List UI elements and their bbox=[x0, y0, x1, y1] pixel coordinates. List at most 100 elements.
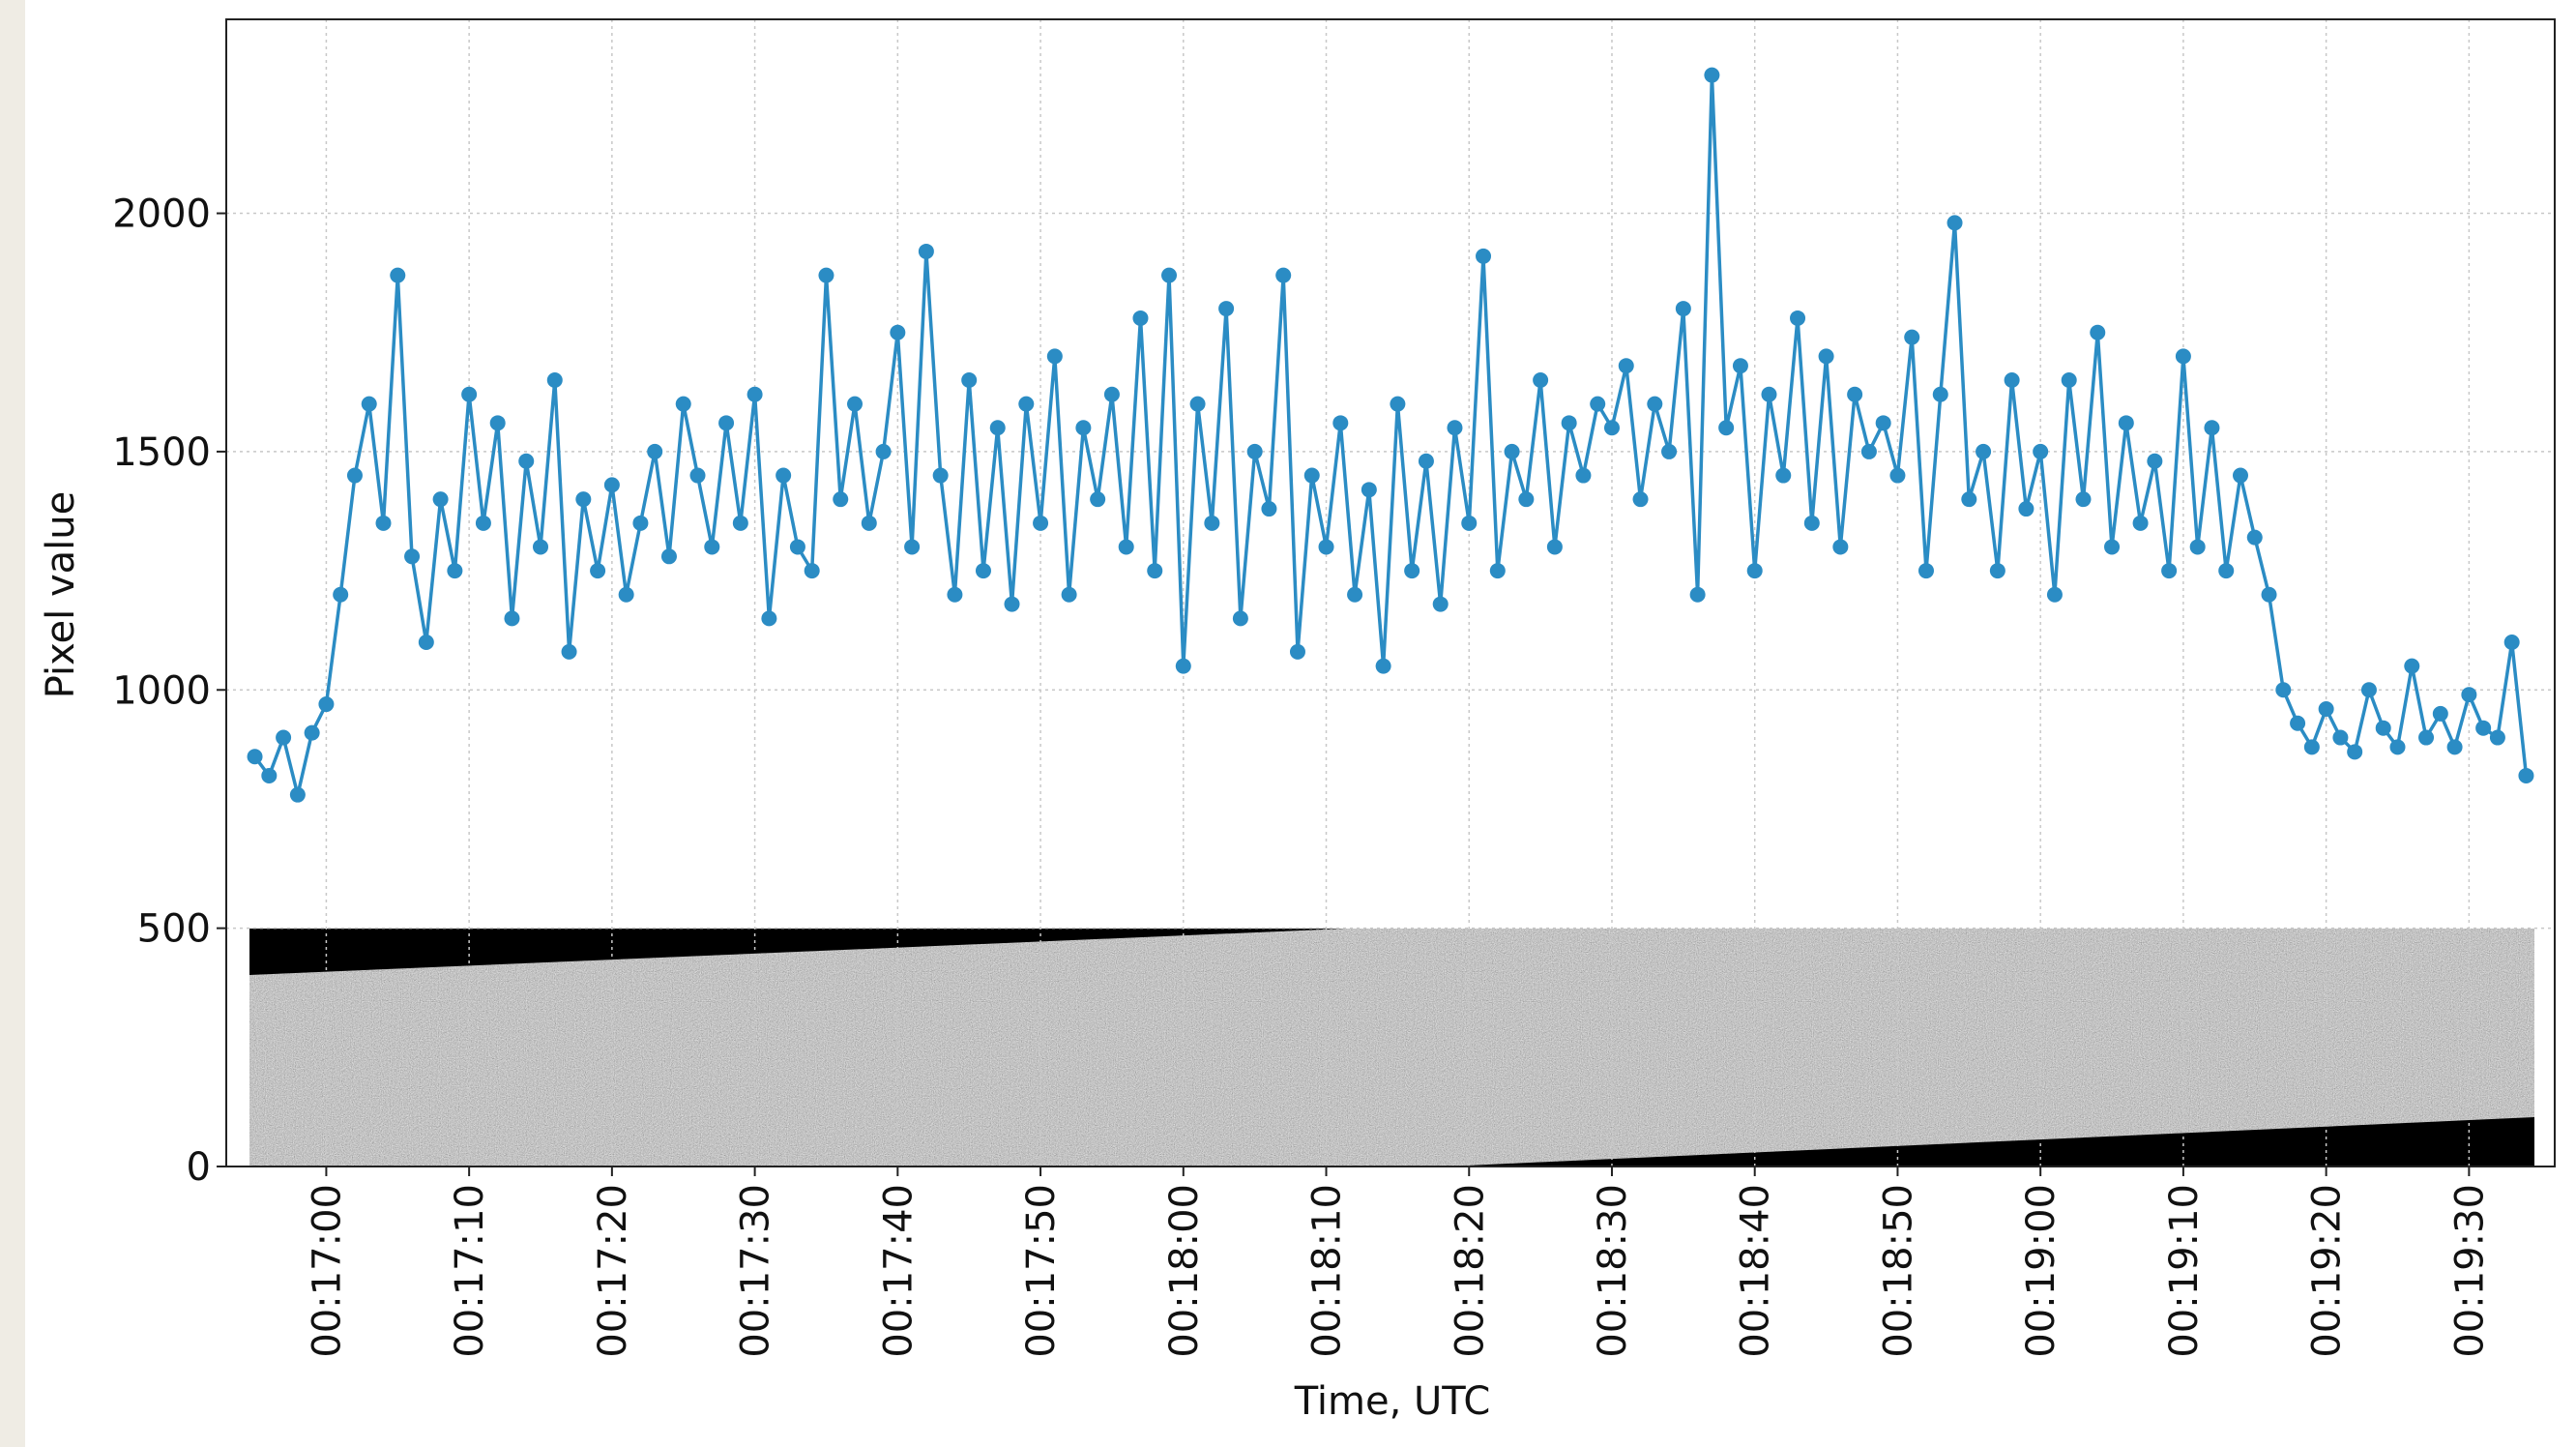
plot-frame bbox=[225, 18, 2556, 1167]
data-point bbox=[847, 396, 864, 412]
figure-background bbox=[25, 0, 2576, 1447]
data-point bbox=[2461, 687, 2477, 703]
x-tick-label: 00:18:10 bbox=[1305, 1184, 1350, 1358]
data-point bbox=[1546, 539, 1563, 555]
data-point bbox=[1790, 310, 1806, 326]
x-tick-label: 00:18:30 bbox=[1591, 1184, 1635, 1358]
data-point bbox=[318, 696, 335, 713]
image-mask bbox=[249, 929, 1347, 975]
data-point bbox=[603, 477, 620, 493]
data-point bbox=[2489, 729, 2505, 746]
data-point bbox=[1818, 348, 1834, 365]
data-point bbox=[1689, 586, 1706, 603]
data-point bbox=[489, 415, 506, 431]
data-point bbox=[2303, 739, 2320, 755]
data-point bbox=[2360, 682, 2377, 698]
data-point bbox=[1204, 515, 1220, 531]
data-point bbox=[1432, 596, 1449, 612]
data-point bbox=[533, 539, 549, 555]
data-point bbox=[2389, 739, 2406, 755]
data-point bbox=[2418, 729, 2435, 746]
data-point bbox=[961, 371, 978, 388]
data-point bbox=[1718, 420, 1735, 436]
data-point bbox=[1061, 586, 1077, 603]
data-point bbox=[2004, 371, 2020, 388]
data-point bbox=[1261, 501, 1277, 517]
data-point bbox=[518, 453, 535, 469]
data-point bbox=[2218, 563, 2235, 579]
x-tick-label: 00:18:00 bbox=[1162, 1184, 1207, 1358]
data-point bbox=[546, 371, 563, 388]
data-point bbox=[1618, 358, 1634, 374]
data-point bbox=[247, 749, 263, 765]
data-point bbox=[1704, 67, 1720, 83]
data-point bbox=[2132, 515, 2149, 531]
data-point bbox=[404, 548, 421, 565]
data-point bbox=[1232, 610, 1248, 627]
data-point bbox=[1775, 467, 1792, 484]
data-point bbox=[1976, 443, 1992, 459]
data-point bbox=[818, 267, 834, 283]
x-tick-label: 00:18:40 bbox=[1734, 1184, 1778, 1358]
x-tick-label: 00:17:00 bbox=[305, 1184, 349, 1358]
data-point bbox=[1175, 658, 1191, 674]
data-point bbox=[947, 586, 963, 603]
data-point bbox=[861, 515, 877, 531]
data-point bbox=[1860, 443, 1877, 459]
data-point bbox=[1533, 371, 1549, 388]
data-point bbox=[1675, 301, 1691, 317]
data-point bbox=[618, 586, 634, 603]
data-point bbox=[1332, 415, 1349, 431]
data-point bbox=[2475, 720, 2492, 736]
data-point bbox=[447, 563, 463, 579]
grid bbox=[226, 19, 2555, 1167]
x-tick-label: 00:17:30 bbox=[734, 1184, 778, 1358]
data-point bbox=[1661, 443, 1678, 459]
spectrogram-image bbox=[249, 929, 2534, 1166]
y-tick-label: 2000 bbox=[112, 192, 211, 237]
data-point bbox=[1761, 386, 1777, 402]
data-point bbox=[461, 386, 478, 402]
data-point bbox=[504, 610, 520, 627]
data-point bbox=[346, 467, 363, 484]
data-point bbox=[660, 548, 677, 565]
data-point bbox=[1103, 386, 1120, 402]
data-point bbox=[789, 539, 805, 555]
data-point bbox=[1246, 443, 1263, 459]
data-point bbox=[2261, 586, 2277, 603]
data-point bbox=[1361, 482, 1377, 498]
data-point bbox=[2347, 744, 2363, 760]
data-point bbox=[418, 634, 434, 650]
data-point bbox=[2246, 529, 2263, 546]
data-point bbox=[2404, 658, 2420, 674]
data-point bbox=[1504, 443, 1520, 459]
data-point bbox=[1075, 420, 1092, 436]
data-point bbox=[1917, 563, 1934, 579]
data-point bbox=[475, 515, 491, 531]
data-point bbox=[261, 767, 278, 783]
data-point bbox=[1161, 267, 1178, 283]
data-point bbox=[2232, 467, 2248, 484]
data-point bbox=[2518, 767, 2534, 783]
data-point bbox=[689, 467, 706, 484]
data-point bbox=[2375, 720, 2391, 736]
data-point bbox=[1889, 467, 1906, 484]
data-point bbox=[289, 786, 306, 803]
data-point bbox=[1046, 348, 1063, 365]
data-point bbox=[875, 443, 892, 459]
y-tick-label: 1000 bbox=[112, 668, 211, 713]
data-point bbox=[704, 539, 720, 555]
data-point bbox=[1561, 415, 1577, 431]
data-point bbox=[718, 415, 735, 431]
data-point bbox=[833, 491, 849, 508]
x-tick-label: 00:17:20 bbox=[591, 1184, 635, 1358]
data-point bbox=[2118, 415, 2134, 431]
x-axis-label: Time, UTC bbox=[1294, 1379, 1491, 1424]
data-point bbox=[1746, 563, 1763, 579]
data-point bbox=[2033, 443, 2049, 459]
data-point bbox=[1904, 329, 1920, 345]
x-tick-label: 00:19:30 bbox=[2447, 1184, 2492, 1358]
data-point bbox=[276, 729, 292, 746]
